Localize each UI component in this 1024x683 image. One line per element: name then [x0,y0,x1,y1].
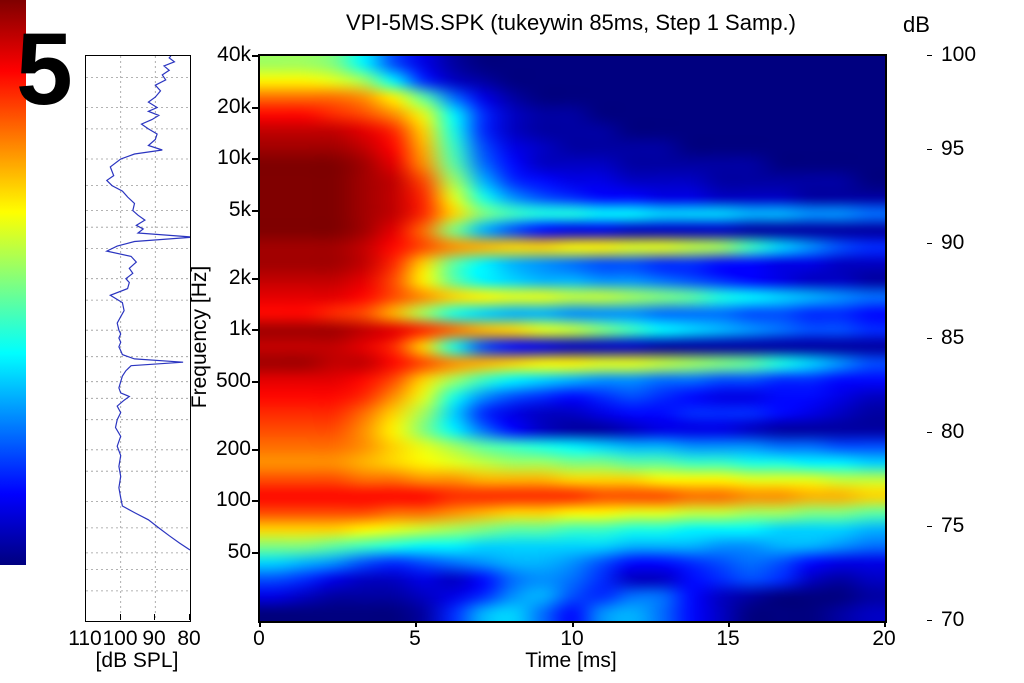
time-tick-mark [728,621,730,627]
time-tick-label: 20 [872,627,896,650]
colorbar-tick-mark [927,338,932,339]
time-tick-mark [572,621,574,627]
spl-axis-label: [dB SPL] [95,649,179,672]
colorbar-gradient [0,0,26,565]
colorbar-unit-label: dB [903,12,930,37]
freq-tick-label: 10k [217,146,251,169]
time-tick-mark [259,621,261,627]
freq-tick-label: 50 [227,540,251,563]
freq-tick-label: 1k [228,317,251,340]
time-tick-label: 5 [409,627,421,650]
colorbar-tick-mark [927,432,932,433]
spl-tick-label: 90 [142,627,166,650]
freq-tick-label: 20k [217,95,251,118]
colorbar-tick-label: 85 [941,326,965,349]
spl-tick-mark [189,614,190,620]
colorbar-tick-label: 100 [941,43,977,66]
freq-tick-mark [252,381,258,383]
colorbar-tick-label: 80 [941,420,965,443]
spl-tick-mark [120,614,121,620]
freq-tick-label: 100 [215,488,251,511]
freq-tick-label: 200 [215,437,251,460]
frequency-response-panel [85,55,194,622]
time-tick-label: 15 [716,627,740,650]
freq-tick-mark [252,500,258,502]
time-tick-label: 0 [253,627,265,650]
freq-tick-label: 40k [217,43,251,66]
freq-tick-mark [252,278,258,280]
spectrogram-heatmap-canvas [260,56,885,621]
freq-tick-mark [252,210,258,212]
spl-tick-label: 110 [68,627,102,650]
frequency-response-plot [86,55,194,621]
freq-tick-mark [252,329,258,331]
figure-number: 5 [16,12,73,126]
freq-tick-mark [252,107,258,109]
freq-tick-mark [252,449,258,451]
x-axis-label: Time [ms] [525,649,617,672]
colorbar-tick-mark [927,243,932,244]
freq-tick-mark [252,158,258,160]
freq-tick-label: 2k [228,266,251,289]
spectrogram-plot [258,54,887,623]
freq-tick-mark [252,552,258,554]
freq-tick-mark [252,55,258,57]
spl-tick-label: 100 [102,627,138,650]
freq-tick-label: 5k [228,198,251,221]
spl-tick-mark [85,614,86,620]
spl-tick-mark [154,614,155,620]
time-tick-mark [415,621,417,627]
time-tick-mark [884,621,886,627]
colorbar-tick-mark [927,620,932,621]
colorbar-tick-mark [927,55,932,56]
colorbar-tick-label: 70 [941,608,965,631]
time-tick-label: 10 [560,627,584,650]
colorbar-tick-label: 90 [941,231,965,254]
chart-title: VPI-5MS.SPK (tukeywin 85ms, Step 1 Samp.… [346,10,796,35]
colorbar [0,0,26,565]
frequency-response-curve [104,55,194,551]
colorbar-tick-label: 75 [941,514,965,537]
colorbar-tick-mark [927,149,932,150]
colorbar-tick-label: 95 [941,137,965,160]
freq-tick-label: 500 [215,369,251,392]
colorbar-tick-mark [927,526,932,527]
spl-tick-label: 80 [177,627,201,650]
